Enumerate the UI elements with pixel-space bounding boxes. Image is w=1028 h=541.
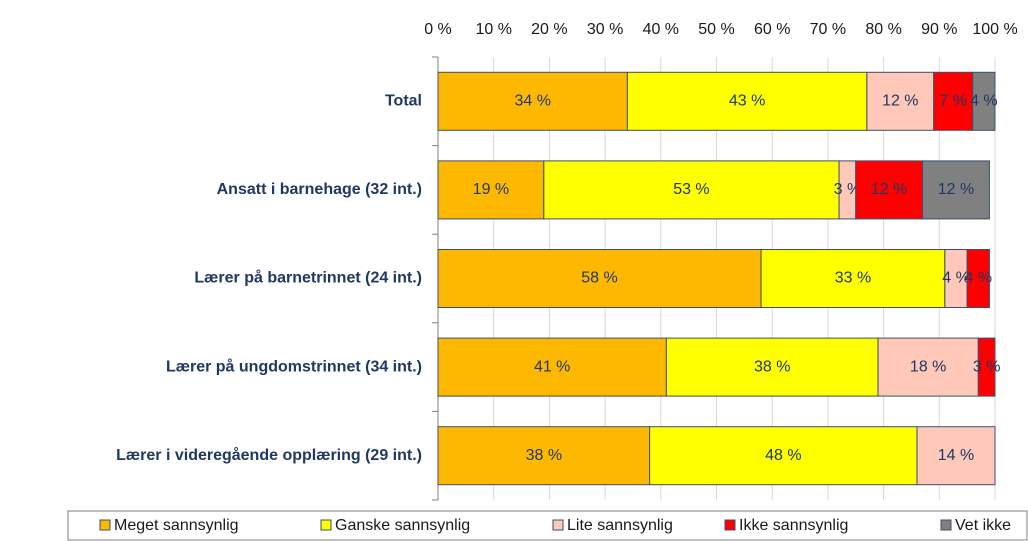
bar-segment — [543, 160, 840, 220]
x-tick-label: 90 % — [921, 21, 957, 38]
bar-segment — [916, 426, 996, 486]
bar-segment — [877, 337, 979, 397]
data-label: 4 % — [965, 270, 993, 287]
x-tick-label: 10 % — [475, 21, 511, 38]
bar-segment — [866, 71, 935, 131]
bar-segment — [933, 71, 974, 131]
data-label: 41 % — [534, 358, 570, 375]
data-label: 12 % — [871, 181, 907, 198]
data-label: 18 % — [910, 358, 946, 375]
bar-segment — [437, 426, 651, 486]
data-label: 3 % — [834, 181, 862, 198]
x-tick-label: 60 % — [754, 21, 790, 38]
legend-label: Ikke sannsynlig — [739, 517, 848, 534]
legend-swatch — [940, 519, 952, 531]
x-tick-label: 0 % — [424, 21, 452, 38]
category-label: Lærer i videregående opplæring (29 int.) — [116, 446, 422, 464]
data-label: 34 % — [514, 93, 550, 110]
data-label: 12 % — [938, 181, 974, 198]
data-label: 58 % — [581, 270, 617, 287]
legend-box — [67, 510, 1028, 541]
data-label: 4 % — [942, 270, 970, 287]
bar-segment — [977, 337, 996, 397]
x-tick-label: 100 % — [972, 21, 1017, 38]
bar-segment — [437, 337, 667, 397]
legend-swatch — [724, 519, 736, 531]
legend-swatch — [552, 519, 564, 531]
bar-segment — [966, 249, 990, 308]
data-label: 33 % — [835, 270, 871, 287]
data-label: 7 % — [939, 93, 967, 110]
bar-segment — [922, 160, 990, 220]
bar-segment — [665, 337, 879, 397]
data-label: 38 % — [526, 447, 562, 464]
data-label: 3 % — [973, 358, 1001, 375]
category-label: Ansatt i barnehage (32 int.) — [217, 181, 422, 198]
category-label: Total — [385, 93, 422, 110]
legend-label: Ganske sannsynlig — [335, 517, 470, 534]
bar-segment — [437, 249, 762, 308]
x-tick-label: 40 % — [643, 21, 679, 38]
bar-segment — [437, 160, 545, 220]
data-label: 38 % — [754, 358, 790, 375]
legend-swatch — [99, 519, 111, 531]
data-label: 19 % — [473, 181, 509, 198]
data-label: 43 % — [729, 93, 765, 110]
data-label: 53 % — [673, 181, 709, 198]
data-label: 4 % — [970, 93, 998, 110]
x-tick-label: 50 % — [698, 21, 734, 38]
bar-segment — [972, 71, 996, 131]
legend-label: Meget sannsynlig — [114, 517, 239, 534]
data-label: 12 % — [882, 93, 918, 110]
x-tick-label: 70 % — [810, 21, 846, 38]
bar-segment — [855, 160, 924, 220]
bar-segment — [626, 71, 868, 131]
legend-label: Vet ikke — [955, 517, 1011, 534]
bar-segment — [437, 71, 628, 131]
data-label: 14 % — [938, 447, 974, 464]
category-label: Lærer på barnetrinnet (24 int.) — [194, 269, 422, 287]
x-tick-label: 30 % — [587, 21, 623, 38]
legend-label: Lite sannsynlig — [567, 517, 673, 534]
x-tick-label: 20 % — [531, 21, 567, 38]
data-label: 48 % — [765, 447, 801, 464]
x-tick-label: 80 % — [865, 21, 901, 38]
legend-swatch — [320, 519, 332, 531]
category-label: Lærer på ungdomstrinnet (34 int.) — [166, 357, 422, 375]
